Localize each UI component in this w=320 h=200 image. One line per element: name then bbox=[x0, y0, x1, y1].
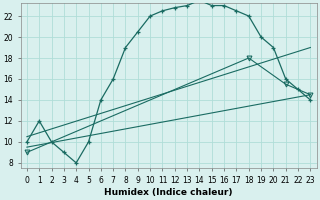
X-axis label: Humidex (Indice chaleur): Humidex (Indice chaleur) bbox=[104, 188, 233, 197]
